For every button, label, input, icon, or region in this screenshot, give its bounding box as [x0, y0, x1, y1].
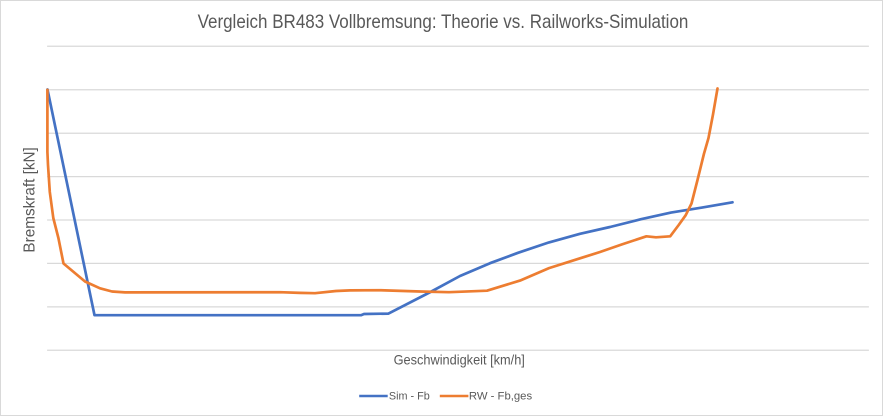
svg-text:Geschwindigkeit [km/h]: Geschwindigkeit [km/h]	[394, 352, 525, 368]
svg-text:RW - Fb,ges: RW - Fb,ges	[469, 390, 533, 402]
svg-text:Sim - Fb: Sim - Fb	[389, 390, 430, 402]
svg-text:Bremskraft [kN]: Bremskraft [kN]	[22, 147, 39, 252]
svg-text:Vergleich BR483 Vollbremsung:: Vergleich BR483 Vollbremsung: Theorie vs…	[198, 11, 689, 32]
